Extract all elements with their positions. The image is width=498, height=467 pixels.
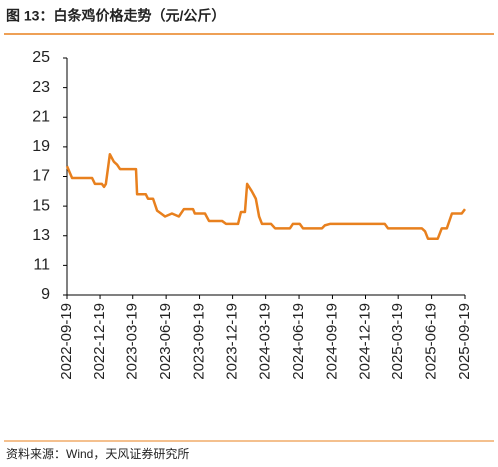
y-tick-label: 19 bbox=[32, 138, 50, 155]
x-tick-label: 2023-09-19 bbox=[191, 303, 208, 380]
y-tick-label: 11 bbox=[33, 257, 50, 274]
chart-title: 图 13：白条鸡价格走势（元/公斤） bbox=[6, 8, 225, 24]
x-tick-label: 2025-09-19 bbox=[456, 303, 473, 380]
x-tick-label: 2023-06-19 bbox=[157, 303, 174, 380]
x-tick-label: 2024-06-19 bbox=[290, 303, 307, 380]
x-tick-label: 2023-12-19 bbox=[224, 303, 241, 380]
source: 资料来源：Wind，天风证券研究所 bbox=[6, 446, 189, 461]
x-tick-label: 2022-12-19 bbox=[91, 303, 108, 380]
x-tick-label: 2023-03-19 bbox=[124, 303, 141, 380]
y-tick-label: 13 bbox=[32, 227, 50, 244]
line-series bbox=[65, 153, 467, 240]
y-tick-label: 23 bbox=[32, 79, 50, 96]
x-tick-label: 2024-03-19 bbox=[257, 303, 274, 380]
y-tick-label: 21 bbox=[32, 108, 50, 125]
x-tick-label: 2024-12-19 bbox=[356, 303, 373, 380]
x-tick-label: 2025-03-19 bbox=[389, 303, 406, 380]
x-tick-label: 2025-06-19 bbox=[423, 303, 440, 380]
x-tick-label: 2024-09-19 bbox=[323, 303, 340, 380]
y-tick-label: 9 bbox=[41, 286, 50, 303]
y-tick-label: 15 bbox=[32, 197, 50, 214]
x-tick-label: 2022-09-19 bbox=[58, 303, 75, 380]
y-tick-label: 25 bbox=[32, 49, 50, 66]
y-tick-label: 17 bbox=[32, 168, 50, 185]
